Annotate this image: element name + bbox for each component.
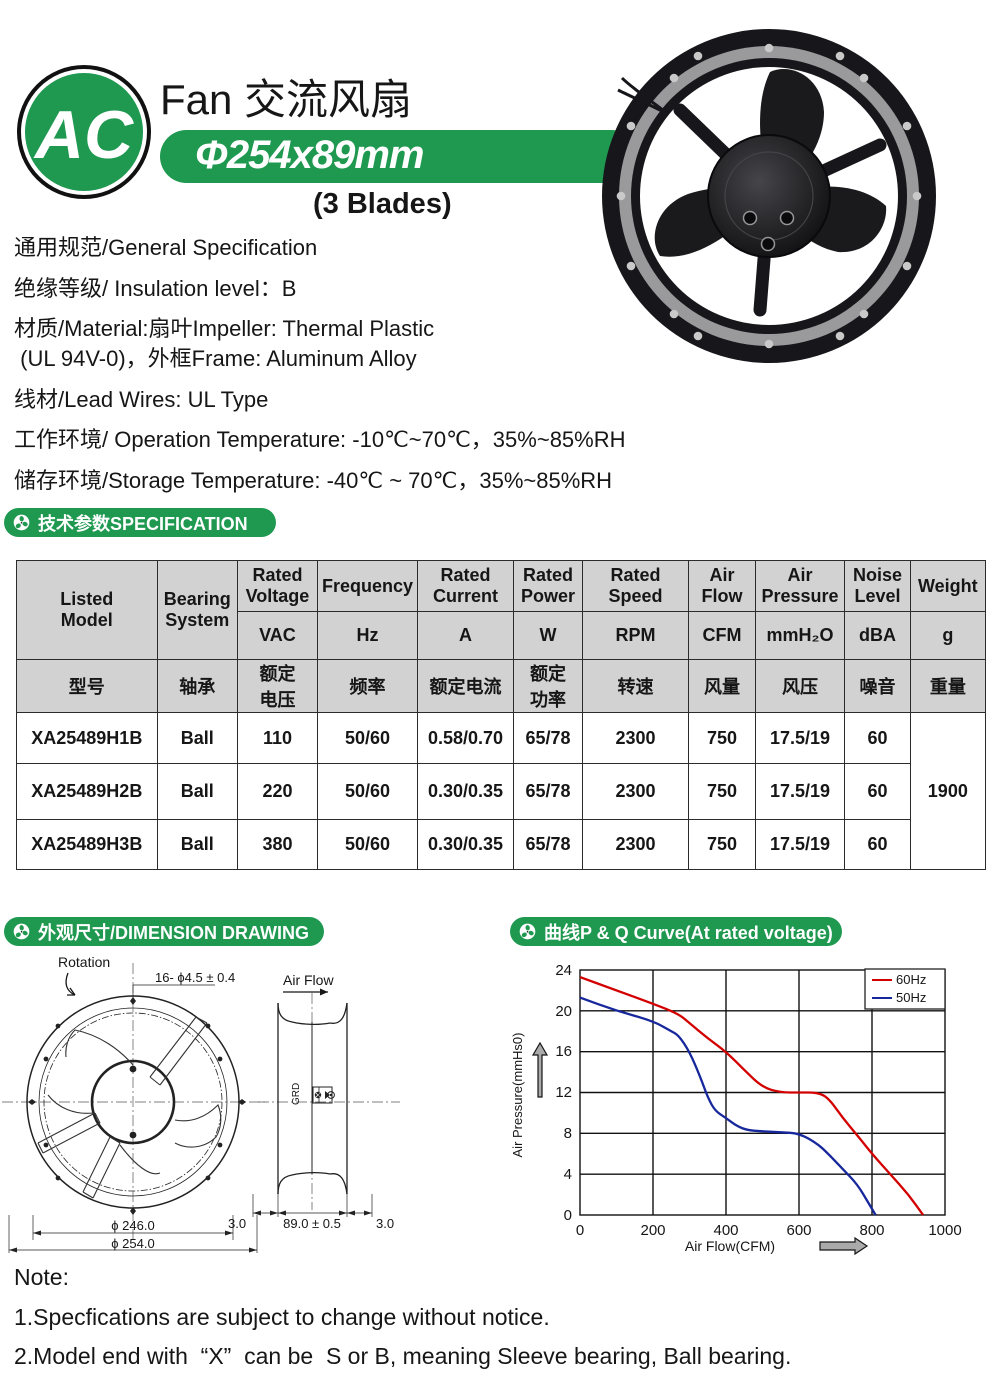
svg-text:Air Flow(CFM): Air Flow(CFM)	[685, 1238, 775, 1254]
svg-text:400: 400	[713, 1222, 738, 1239]
svg-text:600: 600	[786, 1222, 811, 1239]
svg-text:60Hz: 60Hz	[896, 972, 926, 987]
svg-text:24: 24	[555, 962, 572, 979]
svg-text:16- ϕ4.5 ± 0.4: 16- ϕ4.5 ± 0.4	[155, 970, 235, 985]
svg-text:200: 200	[640, 1222, 665, 1239]
svg-text:50Hz: 50Hz	[896, 990, 926, 1005]
svg-text:800: 800	[859, 1222, 884, 1239]
svg-text:16: 16	[555, 1043, 572, 1060]
svg-text:GRD: GRD	[291, 1083, 302, 1105]
svg-text:89.0 ± 0.5: 89.0 ± 0.5	[283, 1216, 341, 1231]
svg-text:8: 8	[564, 1125, 572, 1142]
svg-text:0: 0	[564, 1207, 572, 1224]
svg-text:0: 0	[576, 1222, 584, 1239]
svg-text:12: 12	[555, 1084, 572, 1101]
svg-text:Air Pressure(mmHs0): Air Pressure(mmHs0)	[510, 1033, 525, 1158]
svg-text:3.0: 3.0	[228, 1216, 246, 1231]
svg-text:4: 4	[564, 1166, 572, 1183]
svg-text:Air Flow: Air Flow	[283, 972, 334, 988]
svg-text:AC: AC	[33, 97, 134, 173]
svg-text:1000: 1000	[928, 1222, 961, 1239]
svg-text:3.0: 3.0	[376, 1216, 394, 1231]
svg-text:ϕ 246.0: ϕ 246.0	[111, 1218, 154, 1233]
svg-text:ϕ 254.0: ϕ 254.0	[111, 1236, 154, 1251]
svg-text:Rotation: Rotation	[58, 955, 110, 970]
svg-text:20: 20	[555, 1003, 572, 1020]
